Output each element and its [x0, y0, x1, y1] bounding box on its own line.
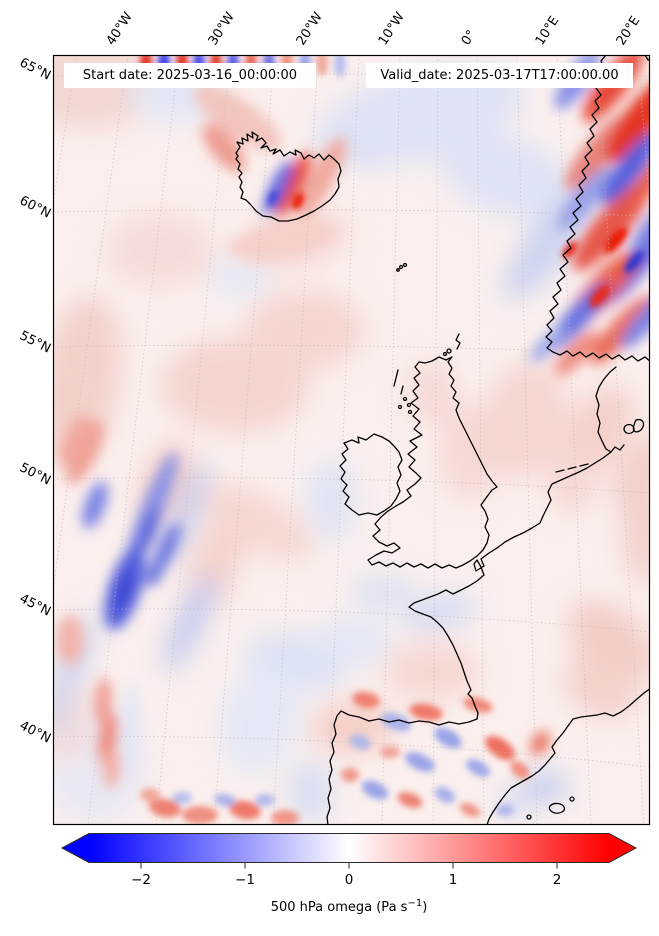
- coast-norway-islands: [644, 55, 650, 61]
- coast-faroe: [398, 264, 404, 270]
- coast-hebrides: [393, 369, 404, 395]
- colorbar-gradient-bar: [60, 833, 638, 863]
- colorbar-ticks: [140, 863, 558, 869]
- colorbar-tick-label: 0: [345, 872, 354, 888]
- coast-norway: [545, 55, 650, 363]
- coast-germany-netherlands: [496, 451, 612, 549]
- coast-sweden: [651, 390, 659, 409]
- start-date-label: Start date: 2025-03-16_00:00:00: [64, 63, 316, 88]
- coast-menorca: [569, 796, 575, 802]
- coast-zealand: [632, 418, 645, 433]
- coast-ireland: [339, 433, 403, 516]
- lon-tick-label: 20°E: [614, 14, 644, 48]
- coast-france-channel-atlantic: [408, 547, 498, 720]
- coast-shetland: [455, 333, 461, 350]
- lon-tick-label: 0°: [459, 28, 480, 49]
- colorbar-tick-label: −2: [131, 872, 151, 888]
- lon-tick-label: 20°W: [294, 10, 326, 48]
- lon-tick-label: 10°W: [376, 10, 408, 48]
- coast-spain-portugal: [326, 710, 478, 825]
- coast-great-britain: [367, 356, 498, 569]
- lat-tick-label: 45°N: [17, 591, 53, 619]
- colorbar-tick-label: −1: [235, 872, 255, 888]
- coast-mallorca: [548, 802, 566, 814]
- coast-mediterranean: [486, 687, 650, 825]
- coast-ibiza: [526, 814, 532, 820]
- colorbar: −2 −1 0 1 2 500 hPa omega (Pa s−1): [60, 833, 638, 915]
- lat-tick-label: 40°N: [17, 718, 53, 746]
- coast-frisian-islands: [555, 463, 589, 473]
- valid-date-label: Valid_date: 2025-03-17T17:00:00.00: [366, 63, 633, 88]
- omega-field: [53, 55, 659, 825]
- lon-tick-label: 30°W: [206, 10, 238, 48]
- lon-tick-label: 40°W: [104, 10, 136, 48]
- colorbar-tick-label: 2: [553, 872, 562, 888]
- graticule: [53, 55, 650, 825]
- lon-axis-labels: 40°W 30°W 20°W 10°W 0° 10°E 20°E: [104, 10, 644, 48]
- lat-tick-label: 60°N: [17, 193, 53, 221]
- map-frame: [52, 54, 651, 826]
- colorbar-label: 500 hPa omega (Pa s−1): [271, 898, 428, 915]
- coast-iceland: [235, 131, 342, 222]
- lat-tick-label: 65°N: [17, 55, 53, 83]
- lat-tick-label: 55°N: [17, 328, 53, 356]
- colorbar-tick-label: 1: [449, 872, 458, 888]
- coastlines: [235, 55, 659, 825]
- coast-orkney: [446, 348, 452, 354]
- lat-axis-labels: 65°N 60°N 55°N 50°N 45°N 40°N: [17, 55, 53, 746]
- coast-denmark: [595, 366, 625, 453]
- lon-tick-label: 10°E: [533, 14, 563, 48]
- lat-tick-label: 50°N: [17, 460, 53, 488]
